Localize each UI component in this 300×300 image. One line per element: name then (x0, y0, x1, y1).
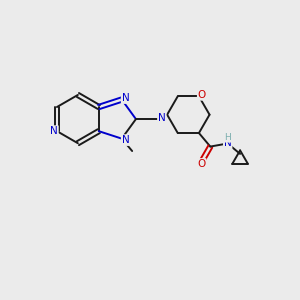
Text: H: H (224, 133, 231, 142)
Text: O: O (197, 159, 206, 169)
Text: N: N (50, 126, 58, 136)
Text: O: O (198, 90, 206, 100)
Text: N: N (122, 93, 129, 103)
Text: N: N (224, 139, 232, 148)
Text: N: N (122, 135, 129, 145)
Text: N: N (158, 112, 166, 123)
